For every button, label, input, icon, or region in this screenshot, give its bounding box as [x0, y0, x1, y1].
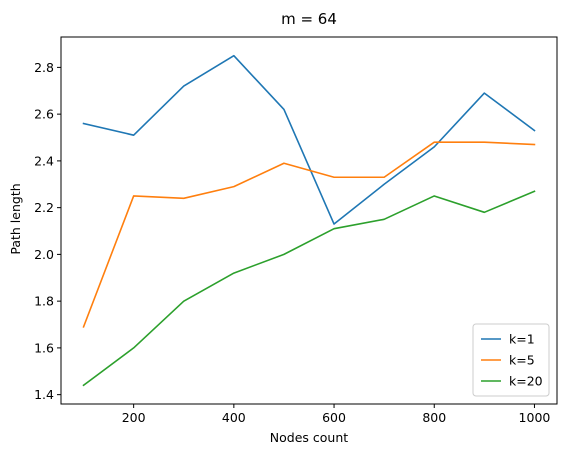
legend-box — [472, 323, 550, 397]
y-tick-label: 2.2 — [34, 200, 54, 215]
x-axis-label: Nodes count — [270, 430, 348, 445]
x-tick-label: 1000 — [519, 410, 551, 425]
y-tick-label: 2.4 — [34, 153, 54, 168]
legend-label: k=20 — [509, 374, 543, 389]
legend-label: k=1 — [509, 332, 535, 347]
x-tick-label: 600 — [322, 410, 346, 425]
x-tick-label: 200 — [122, 410, 146, 425]
y-tick-label: 1.4 — [34, 387, 54, 402]
chart-title: m = 64 — [281, 10, 337, 28]
y-tick-label: 1.6 — [34, 340, 54, 355]
series-line-k=5 — [82, 141, 536, 328]
y-tick-label: 2.8 — [34, 60, 54, 75]
y-tick-label: 2.6 — [34, 107, 54, 122]
legend: k=1 k=5 k=20 — [472, 323, 550, 397]
plot-area: 200 400 600 800 1000 1.4 1.6 1.8 2.0 2.2 2.4 2.6 2.8… — [34, 36, 558, 425]
y-tick-label: 2.0 — [34, 247, 54, 262]
series-line-k=20 — [82, 190, 536, 387]
x-tick-label: 800 — [422, 410, 446, 425]
series-line-k=1 — [82, 54, 536, 225]
y-tick-label: 1.8 — [34, 294, 54, 309]
plot-frame — [60, 36, 558, 405]
x-tick-label: 400 — [222, 410, 246, 425]
legend-label: k=5 — [509, 353, 535, 368]
y-axis-label: Path length — [8, 183, 23, 254]
